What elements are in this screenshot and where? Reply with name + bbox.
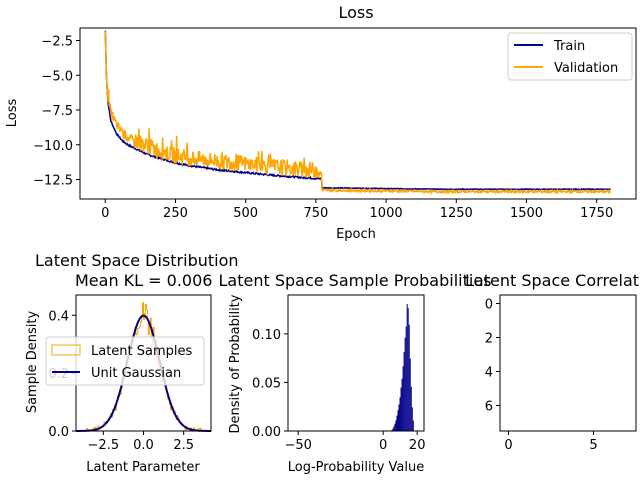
dist-ytick-label: 0.0: [48, 425, 69, 440]
dist-ytick-label: 0.4: [48, 309, 69, 324]
dist-xtick-label: 0.0: [133, 438, 154, 453]
corr-ytick-label: 6: [485, 400, 493, 415]
loss-ytick-label: −7.5: [41, 104, 73, 119]
prob-bar: [407, 308, 409, 431]
prob-xticks: −50 0 20: [284, 431, 425, 453]
legend-samples-label: Latent Samples: [91, 344, 193, 359]
loss-xtick-label: 1500: [510, 206, 543, 221]
loss-xlabel: Epoch: [336, 227, 376, 242]
legend-gaussian-label: Unit Gaussian: [91, 366, 181, 381]
loss-ylabel: Loss: [5, 99, 20, 128]
corr-yticks: 0 2 4 6: [485, 298, 500, 415]
loss-ytick-label: −12.5: [33, 174, 73, 189]
loss-xtick-label: 0: [101, 206, 109, 221]
prob-bar: [397, 410, 399, 431]
loss-lines: [104, 30, 611, 196]
prob-title: Latent Space Sample Probabilities: [219, 271, 492, 290]
prob-bar: [400, 387, 402, 431]
loss-xtick-label: 1000: [370, 206, 403, 221]
prob-bar: [401, 378, 403, 431]
prob-bar: [409, 358, 411, 431]
validation-loss-line: [104, 31, 611, 196]
prob-ytick-label: 0.05: [252, 376, 281, 391]
dist-xtick-label: 2.5: [173, 438, 194, 453]
prob-bar: [412, 420, 414, 431]
dist-ylabel: Sample Density: [25, 311, 40, 414]
prob-bar: [398, 404, 400, 431]
prob-bar: [399, 397, 401, 431]
prob-bar: [393, 426, 395, 431]
unit-gaussian-curve: [76, 314, 211, 432]
prob-bars: [391, 303, 414, 431]
dist-title-line1: Latent Space Distribution: [35, 251, 239, 270]
prob-ytick-label: 0.00: [252, 425, 281, 440]
prob-bar: [395, 420, 397, 431]
prob-bar: [406, 303, 408, 431]
prob-xtick-label: 20: [409, 438, 426, 453]
loss-yticks: −2.5 −5.0 −7.5 −10.0 −12.5: [33, 35, 80, 189]
dist-xticks: −2.5 0.0 2.5: [88, 431, 194, 453]
corr-ytick-label: 2: [485, 332, 493, 347]
prob-bar: [405, 326, 407, 431]
loss-xtick-label: 500: [233, 206, 258, 221]
prob-bar: [411, 407, 413, 431]
prob-bar: [404, 337, 406, 431]
prob-bar: [396, 415, 398, 431]
dist-xlabel: Latent Parameter: [86, 460, 200, 475]
corr-xtick-label: 0: [504, 438, 512, 453]
loss-frame: [79, 27, 637, 200]
loss-legend: Train Validation: [507, 32, 633, 81]
prob-bar: [410, 386, 412, 431]
corr-frame: [499, 294, 637, 432]
prob-frame: [287, 294, 425, 432]
prob-bar: [408, 324, 410, 431]
loss-xtick-label: 250: [163, 206, 188, 221]
legend-train-label: Train: [553, 39, 585, 54]
loss-chart: Loss 0 250 500 750 1000 1250 1500 1750 −2.5 −5.0…: [5, 3, 637, 242]
loss-ytick-label: −5.0: [41, 69, 73, 84]
loss-xtick-label: 1250: [440, 206, 473, 221]
dist-xtick-label: −2.5: [88, 438, 120, 453]
prob-bar: [403, 352, 405, 431]
prob-xlabel: Log-Probability Value: [288, 460, 424, 475]
prob-xtick-label: 0: [379, 438, 387, 453]
corr-title: Latent Space Correlation: [465, 271, 640, 290]
legend-samples-swatch: [51, 344, 81, 356]
prob-bar: [391, 429, 393, 431]
sample-probability-chart: Latent Space Sample Probabilities −50 0 20…: [219, 271, 492, 475]
loss-ytick-label: −2.5: [41, 35, 73, 50]
loss-xtick-label: 750: [303, 206, 328, 221]
loss-title: Loss: [338, 3, 373, 22]
prob-bar: [402, 366, 404, 431]
prob-xtick-label: −50: [284, 438, 311, 453]
latent-distribution-chart: Latent Space Distribution Mean KL = 0.00…: [25, 251, 239, 475]
prob-ytick-label: 0.10: [252, 328, 281, 343]
prob-bar: [392, 428, 394, 431]
dist-plot: [76, 302, 211, 432]
corr-ytick-label: 4: [485, 366, 493, 381]
loss-xtick-label: 1750: [580, 206, 613, 221]
corr-xtick-label: 5: [589, 438, 597, 453]
prob-yticks: 0.00 0.05 0.10: [252, 328, 288, 440]
prob-bar: [394, 423, 396, 431]
prob-ylabel: Density of Probability: [228, 294, 243, 433]
dist-title-line2: Mean KL = 0.006: [75, 271, 212, 290]
corr-ytick-label: 0: [485, 298, 493, 313]
loss-ytick-label: −10.0: [33, 139, 73, 154]
legend-validation-label: Validation: [554, 61, 618, 76]
loss-xticks: 0 250 500 750 1000 1250 1500 1750: [101, 199, 613, 221]
dist-legend: Latent Samples Unit Gaussian: [45, 336, 205, 386]
